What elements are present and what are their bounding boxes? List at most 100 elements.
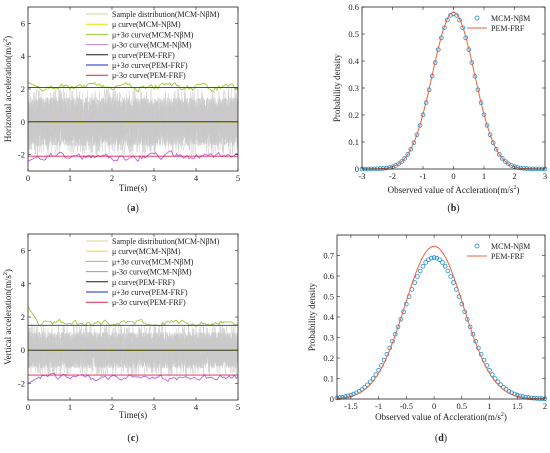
sample-point — [399, 159, 405, 164]
legend-label: PEM-FRF — [491, 252, 525, 261]
x-tick-label: -2 — [389, 171, 396, 181]
y-tick-label: 4 — [21, 51, 26, 61]
legend-label: Sample distribution(MCM-NβM) — [112, 237, 220, 246]
panel-label: (a) — [127, 203, 139, 214]
x-tick-label: 0 — [26, 173, 30, 183]
legend: Sample distribution(MCM-NβM)μ curve(MCM-… — [86, 237, 220, 307]
x-tick-label: 4 — [194, 402, 199, 412]
x-tick-label: -0.5 — [400, 401, 413, 411]
sample-point — [448, 274, 454, 279]
sample-point — [490, 140, 496, 146]
sample-point — [487, 132, 493, 138]
x-tick-label: -1 — [375, 401, 382, 411]
sample-point — [420, 263, 426, 269]
x-tick-label: 0.5 — [456, 401, 467, 411]
legend-label: μ-3σ curve(PEM-FRF) — [112, 71, 186, 80]
sample-point — [396, 161, 401, 167]
sample-point — [445, 268, 451, 274]
y-tick-label: 4 — [21, 279, 26, 289]
sample-point — [496, 152, 502, 157]
y-tick-label: 0.3 — [348, 83, 359, 93]
sample-point — [414, 132, 420, 138]
x-axis-label: Time(s) — [119, 410, 147, 420]
chart-a: 0 1 2 3 4 5 -2 0 2 4 6 Time(s) Horizontal accelerati… — [3, 6, 240, 214]
curve-lower-mcm — [27, 372, 239, 384]
y-tick-label: 0.5 — [323, 292, 334, 302]
sample-point — [405, 152, 411, 157]
y-tick-label: 0.1 — [348, 137, 359, 147]
x-tick-label: 1.5 — [512, 401, 523, 411]
legend-label: μ+3σ curve(MCM-NβM) — [112, 257, 194, 266]
y-tick-label: 0.2 — [323, 353, 334, 363]
y-tick-label: -2 — [18, 378, 25, 388]
x-tick-label: 0 — [451, 171, 455, 181]
pdf-curve — [337, 245, 545, 400]
x-tick-label: 0 — [26, 402, 30, 412]
sample-point — [428, 255, 434, 261]
legend-label: PEM-FRF — [491, 24, 525, 33]
sample-point — [517, 393, 523, 399]
sample-point — [442, 263, 448, 269]
pdf-curve — [362, 11, 545, 170]
x-axis-label: Time(s) — [119, 183, 147, 193]
y-tick-label: 2 — [21, 84, 25, 94]
x-tick-label: 2 — [110, 402, 114, 412]
legend-marker — [474, 243, 480, 249]
x-tick-label: 3 — [152, 402, 156, 412]
y-tick-label: 6 — [21, 18, 25, 28]
legend-label: μ-3σ curve(MCM-NβM) — [112, 41, 192, 50]
y-tick-label: 0 — [355, 164, 359, 174]
sample-point — [395, 324, 401, 330]
chart-b: -3 -2 -1 0 1 2 3 0 0.1 0.2 0.3 0.4 0.5 0.6 Observed va… — [332, 2, 548, 214]
x-tick-label: 2 — [512, 171, 516, 181]
sample-trace — [28, 91, 238, 156]
y-tick-label: 0.3 — [323, 333, 334, 343]
y-tick-label: -2 — [18, 150, 25, 160]
legend-label: μ-3σ curve(MCM-NβM) — [112, 268, 192, 277]
y-tick-label: 6 — [21, 246, 25, 256]
legend: Sample distribution(MCM-NβM)μ curve(MCM-… — [86, 10, 220, 80]
legend-label: μ+3σ curve(MCM-NβM) — [112, 30, 194, 39]
x-tick-label: 1 — [487, 401, 491, 411]
sample-point — [408, 146, 414, 152]
sample-point — [415, 274, 420, 279]
legend-marker — [474, 15, 480, 21]
x-tick-label: 2 — [110, 173, 114, 183]
x-tick-label: 0 — [432, 401, 436, 411]
sample-point — [345, 393, 351, 399]
sample-trace — [28, 91, 238, 155]
sample-trace — [28, 87, 238, 157]
legend-label: Sample distribution(MCM-NβM) — [112, 10, 220, 19]
x-tick-label: -3 — [358, 171, 365, 181]
y-axis-label: Vertical acceleration(m/s2) — [3, 269, 13, 365]
legend-label: μ curve(PEM-FRF) — [112, 51, 175, 60]
sample-point — [431, 255, 437, 260]
x-tick-label: 4 — [194, 173, 199, 183]
x-axis-label: Observed value of Accleration(m/s2) — [388, 185, 520, 195]
panel-label: (c) — [127, 433, 138, 444]
sample-point — [484, 123, 490, 128]
y-tick-label: 0 — [330, 394, 334, 404]
chart-d: -1.5 -1 -0.5 0 0.5 1 1.5 2 0 0.1 0.2 0.3 0.4 0.5 0.6 0.… — [307, 234, 548, 444]
x-tick-label: 2 — [543, 401, 547, 411]
y-tick-label: 0.1 — [323, 374, 334, 384]
y-axis-label: Probability density — [307, 282, 317, 351]
x-tick-label: 1 — [68, 173, 72, 183]
x-tick-label: -1 — [419, 171, 426, 181]
sample-point — [440, 260, 445, 265]
x-tick-label: 3 — [152, 173, 156, 183]
sample-point — [411, 140, 417, 146]
sample-point — [437, 257, 442, 263]
sample-point — [402, 156, 408, 161]
x-tick-label: 3 — [543, 171, 547, 181]
curve-upper-mcm — [27, 306, 239, 327]
x-tick-label: -1.5 — [344, 401, 357, 411]
sample-point — [467, 324, 473, 330]
y-tick-label: 2 — [21, 312, 25, 322]
panel-label: (b) — [447, 203, 459, 214]
chart-c: 0 1 2 3 4 5 -2 0 2 4 6 Time(s) Vertical acceleration… — [3, 233, 240, 444]
y-axis-label: Horizontal acceleration(m/s2) — [3, 36, 13, 142]
